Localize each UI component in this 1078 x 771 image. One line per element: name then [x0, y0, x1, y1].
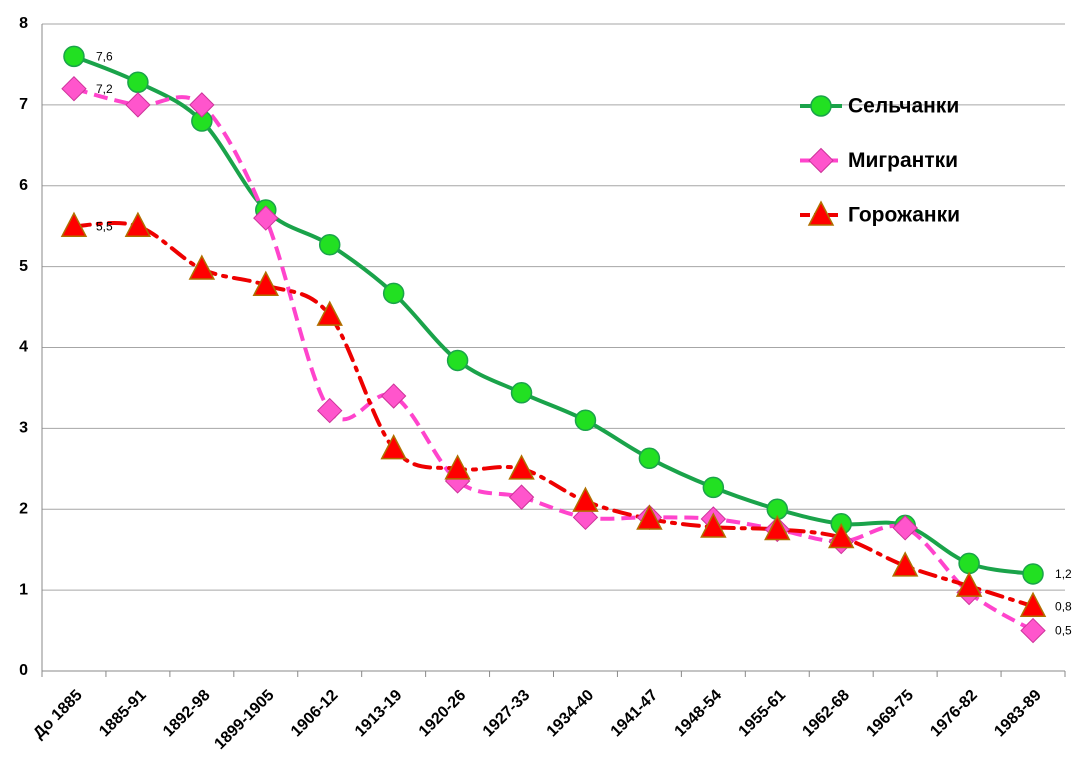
data-point [188, 254, 216, 280]
series-line [71, 221, 1036, 609]
legend-label: Горожанки [848, 204, 960, 227]
data-point [380, 383, 407, 409]
data-point [1020, 617, 1046, 644]
data-point [572, 486, 599, 512]
data-point [60, 211, 88, 237]
legend-marker [810, 95, 832, 117]
data-point [125, 92, 151, 118]
x-tick-label: 1892-98 [160, 687, 214, 741]
value-label: 1,2 [1055, 567, 1072, 581]
x-tick-label: До 1885 [30, 687, 86, 743]
y-tick-label: 1 [19, 581, 28, 598]
data-point [508, 454, 535, 480]
x-tick-label: 1920-26 [416, 687, 470, 741]
data-point [446, 349, 469, 372]
value-label: 0,5 [1055, 624, 1072, 638]
data-point [702, 476, 725, 499]
data-point [958, 552, 980, 575]
data-point [382, 282, 405, 305]
x-tick-label: 1969-75 [863, 687, 917, 741]
data-point [318, 234, 341, 256]
value-label: 7,6 [96, 50, 113, 64]
data-point [955, 571, 983, 597]
data-point [444, 454, 471, 480]
x-tick-label: 1948-54 [672, 687, 726, 741]
legend-marker [807, 200, 835, 226]
data-point [317, 397, 343, 424]
y-tick-label: 7 [19, 96, 28, 113]
data-point [1022, 563, 1044, 585]
x-tick-label: 1934-40 [544, 687, 598, 741]
y-tick-label: 5 [19, 258, 28, 275]
data-point [127, 71, 149, 93]
data-point [380, 433, 407, 460]
data-point [253, 205, 279, 231]
x-tick-label: 1955-61 [736, 687, 790, 741]
data-point [124, 211, 152, 237]
x-tick-label: 1885-91 [96, 687, 150, 741]
data-point [891, 551, 919, 577]
y-tick-label: 3 [19, 420, 28, 437]
data-point [1019, 591, 1047, 618]
value-label: 7,2 [96, 82, 113, 96]
y-tick-label: 0 [19, 662, 28, 679]
data-point [572, 504, 599, 531]
data-point [892, 515, 918, 541]
x-tick-label: 1962-68 [799, 687, 853, 741]
y-tick-label: 2 [19, 500, 28, 517]
data-point [638, 447, 661, 470]
data-point [510, 382, 533, 404]
data-point [316, 300, 343, 326]
x-tick-label: 1899-1905 [211, 687, 277, 753]
value-label: 0,8 [1055, 599, 1072, 613]
data-point [189, 92, 215, 118]
data-point [63, 45, 85, 68]
data-point [827, 522, 855, 549]
x-tick-label: 1983-89 [991, 687, 1045, 741]
legend-label: Сельчанки [848, 95, 959, 118]
data-point [61, 75, 87, 102]
data-point [252, 270, 280, 296]
value-label: 5,5 [96, 219, 113, 233]
y-tick-label: 4 [19, 339, 28, 356]
data-point [764, 514, 791, 541]
legend-marker [808, 147, 834, 174]
y-tick-label: 6 [19, 177, 28, 194]
x-tick-label: 1906-12 [288, 687, 342, 741]
data-point [574, 409, 597, 432]
x-tick-label: 1913-19 [352, 687, 406, 741]
y-tick-label: 8 [19, 15, 28, 32]
x-tick-label: 1927-33 [480, 687, 534, 741]
data-point [636, 504, 663, 530]
series-line [73, 54, 1034, 576]
x-tick-label: 1976-82 [927, 687, 981, 741]
data-point [508, 484, 535, 510]
x-tick-label: 1941-47 [608, 687, 662, 741]
legend-label: Мигрантки [848, 149, 958, 172]
data-point [700, 512, 727, 538]
